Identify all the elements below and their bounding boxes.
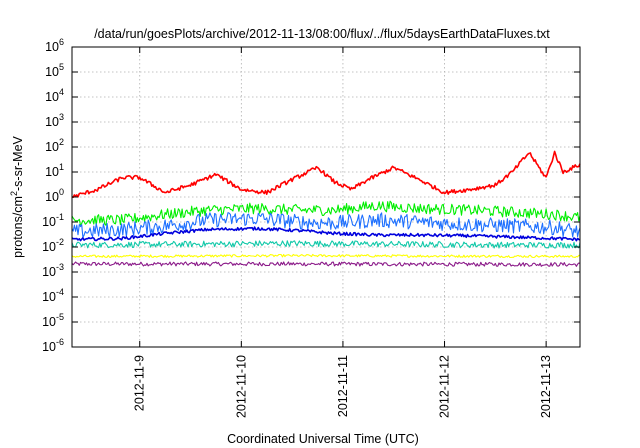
y-tick-label: 10-5 (42, 312, 64, 329)
y-tick-label: 102 (45, 137, 64, 154)
y-tick-labels: 106 105 104 103 102 101 100 10-1 10-2 10-3 10-4 10-… (42, 37, 64, 354)
series-line-6 (71, 261, 581, 267)
series-line-5 (71, 253, 581, 259)
y-axis-label: protons/cm2-s-sr-MeV (9, 135, 25, 257)
y-tick-label: 104 (45, 87, 64, 104)
x-tick-label: 2012-11-9 (133, 355, 147, 411)
y-tick-label: 103 (45, 112, 64, 129)
x-axis-label: Coordinated Universal Time (UTC) (227, 432, 419, 446)
grid-lines (72, 46, 580, 348)
y-tick-label: 105 (45, 62, 64, 79)
x-tick-label: 2012-11-11 (336, 355, 350, 417)
series-line-4 (71, 240, 581, 249)
y-tick-label: 101 (45, 162, 64, 179)
x-tick-label: 2012-11-13 (539, 355, 553, 418)
series-line-2 (71, 212, 581, 238)
x-tick-label: 2012-11-10 (234, 355, 248, 418)
y-tick-label: 10-3 (42, 262, 64, 279)
y-tick-label: 106 (45, 37, 64, 54)
y-tick-label: 10-2 (42, 237, 64, 254)
y-tick-label: 10-4 (42, 287, 64, 304)
x-tick-label: 2012-11-12 (438, 355, 452, 418)
y-tick-label: 10-1 (42, 212, 64, 229)
series-layer (71, 150, 581, 267)
y-tick-label: 100 (45, 187, 64, 204)
y-tick-label: 10-6 (42, 337, 64, 354)
series-line-1 (71, 200, 581, 226)
chart-title: /data/run/goesPlots/archive/2012-11-13/0… (94, 27, 550, 41)
x-tick-labels: 2012-11-9 2012-11-10 2012-11-11 2012-11-12 2… (133, 355, 553, 418)
series-line-0 (71, 150, 581, 198)
series-line-3 (71, 226, 581, 242)
tick-marks (72, 46, 580, 348)
